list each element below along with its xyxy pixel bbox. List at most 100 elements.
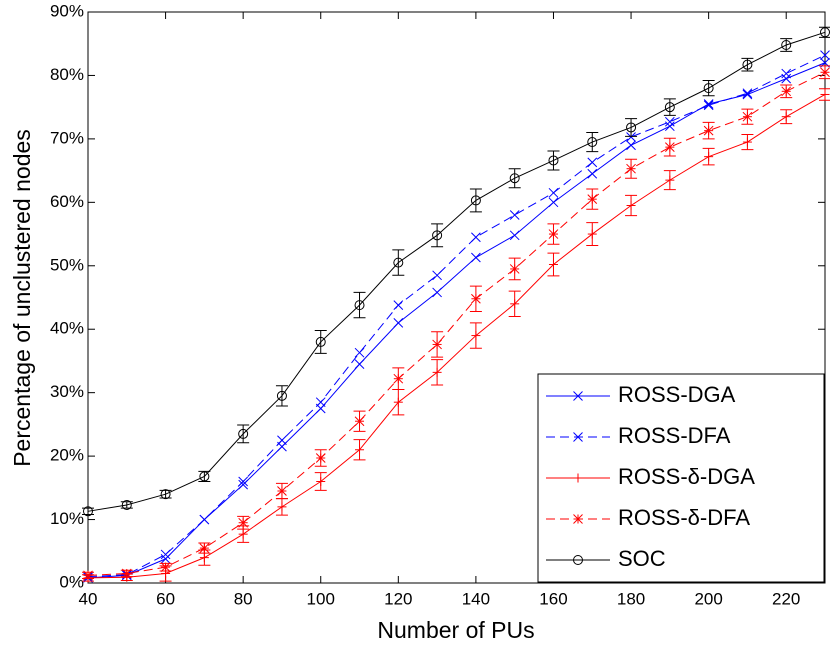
marker [781,39,792,50]
marker [355,445,365,455]
marker [742,137,752,147]
marker [664,142,675,152]
marker-stroke [354,416,365,427]
marker [781,68,792,79]
marker-stroke [781,39,792,50]
marker-stroke [781,86,792,97]
marker [587,229,597,239]
marker [160,562,171,572]
marker [471,331,481,341]
marker [121,568,132,579]
marker [548,197,559,208]
error-bar [625,118,638,137]
marker [573,391,583,401]
marker [742,88,753,99]
marker-stroke [703,100,714,111]
marker [626,132,636,142]
x-tick-label: 60 [156,589,175,608]
x-tick-label: 80 [234,589,253,608]
error-bar [82,507,94,515]
marker-stroke [471,232,481,243]
marker-stroke [742,88,753,99]
marker [432,339,442,350]
marker [664,116,675,127]
marker [703,100,714,111]
marker-stroke [664,121,675,132]
marker-stroke [742,111,753,122]
x-tick-label: 160 [539,589,567,608]
marker [393,257,404,268]
y-tick-label: 10% [50,509,84,528]
marker [199,514,210,525]
legend-text: ROSS-δ-DFA [618,505,750,530]
marker-stroke [160,562,171,572]
marker-stroke [199,543,210,553]
legend-text: ROSS-DGA [618,382,736,407]
x-tick-label: 220 [772,589,800,608]
marker-stroke [548,187,559,198]
error-bar [663,98,676,116]
marker [315,453,326,463]
marker-stroke [432,230,443,241]
marker-stroke [121,568,132,579]
marker-stroke [664,102,675,113]
marker-stroke [83,570,93,581]
marker-stroke [432,339,442,350]
y-tick-label: 40% [50,319,84,338]
marker [573,432,583,442]
marker-stroke [354,347,365,358]
marker-stroke [238,476,249,487]
marker [354,359,365,369]
marker-stroke [393,257,404,268]
marker [238,479,249,490]
marker [587,194,598,205]
y-tick-label: 0% [59,572,84,591]
marker [470,195,481,206]
marker [432,367,442,377]
x-tick-label: 200 [694,589,722,608]
marker-stroke [587,194,598,205]
marker [393,318,404,328]
marker-stroke [199,514,210,525]
y-tick-label: 80% [50,65,84,84]
marker [83,506,93,517]
marker-stroke [781,73,792,84]
plot-frame [87,11,826,584]
marker [703,125,714,136]
series-line [87,31,826,512]
marker [781,112,791,122]
marker [820,50,830,60]
marker [393,300,404,310]
marker-stroke [548,155,559,166]
marker [354,416,365,427]
marker [277,486,287,496]
marker-stroke [432,270,442,281]
marker-stroke [548,197,559,208]
marker-stroke [393,300,404,310]
marker-stroke [703,83,714,94]
legend-text: ROSS-δ-DGA [618,464,755,489]
marker-stroke [393,373,404,384]
marker [393,373,404,384]
marker-stroke [573,432,583,442]
marker-stroke [315,336,326,347]
marker [160,489,171,500]
marker-stroke [277,486,287,496]
marker [160,554,171,564]
marker-stroke [160,489,171,500]
marker [354,300,365,311]
marker [471,252,481,263]
error-bar [586,132,599,153]
x-tick-label: 100 [307,589,335,608]
marker-stroke [664,116,675,127]
marker [509,264,520,274]
marker [471,232,481,243]
marker [160,549,171,560]
y-tick-label: 70% [50,128,84,147]
marker-stroke [587,168,598,179]
error-bar [469,188,482,213]
marker [664,102,675,113]
marker [471,293,481,304]
marker [781,73,792,84]
marker [742,59,753,70]
